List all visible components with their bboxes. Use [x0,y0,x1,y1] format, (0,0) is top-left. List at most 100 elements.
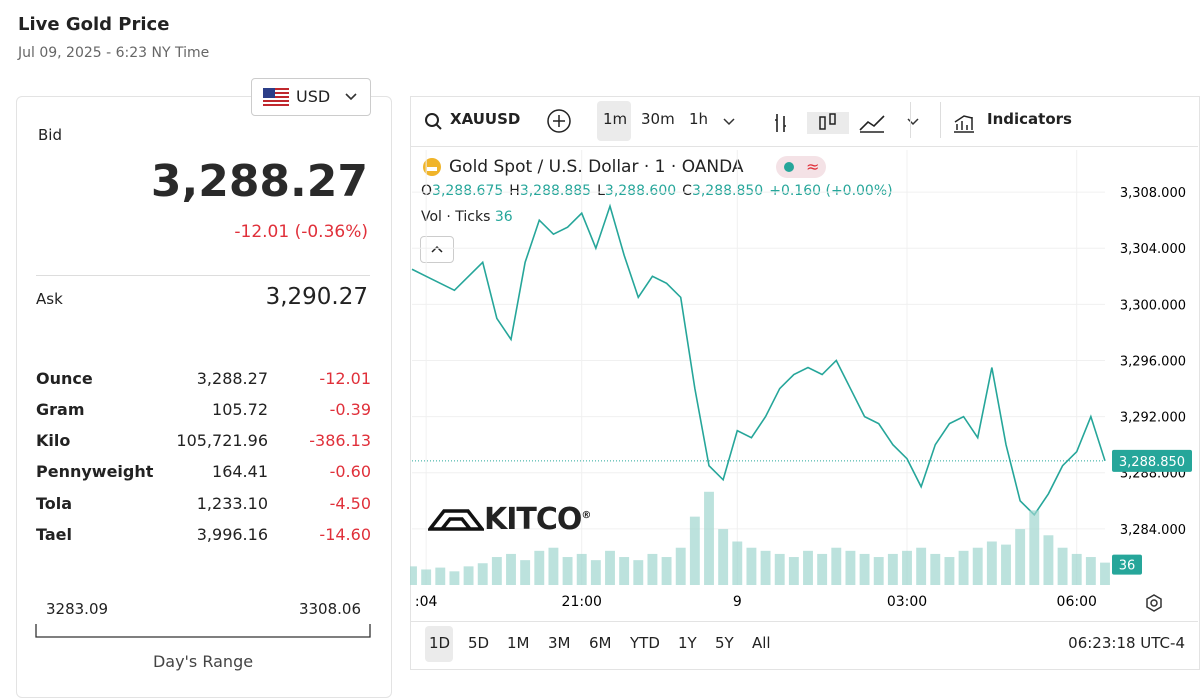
volume-bar [873,557,884,585]
volume-axis-label: 36 [1119,559,1136,574]
currency: USD [296,87,331,106]
divider [36,275,370,276]
last-price-label: 3,288.850 [1119,455,1185,470]
volume-bar [491,557,502,585]
volume-bar [449,571,460,585]
volume-bar [633,560,644,585]
y-tick-label: 3,300.000 [1120,298,1186,313]
ohlc-label: C [682,183,692,199]
volume-bar [534,550,545,585]
clock: 06:23:18 UTC-4 [1068,634,1185,652]
volume-bar [831,547,842,585]
ohlc-value: 3,288.675 [432,183,504,199]
toolbar-icons [723,112,974,134]
volume-bar [1001,544,1011,585]
volume-bar [732,541,743,585]
volume-bar [506,553,516,585]
volume-bar [421,569,432,585]
flag [263,88,289,106]
unit-price: 164.41 [212,462,268,481]
watermark: KITCO® [426,502,591,537]
currency-select[interactable]: USD [251,78,371,116]
unit-name: Gram [36,400,85,419]
volume-bar [647,553,658,585]
volume-bar [562,557,573,585]
y-tick-label: 3,296.000 [1120,354,1186,369]
subtitle: Jul 09, 2025 - 6:23 NY Time [18,45,210,61]
volume-bar [1043,535,1054,585]
indicators[interactable]: Indicators [987,110,1072,128]
volume-bar [576,553,587,585]
ohlc-value: 3,288.885 [519,183,592,199]
volume-bar [1015,529,1026,585]
volume-bar [859,553,870,585]
volume-bar [1029,510,1040,585]
x-tick-label: 9 [733,594,742,610]
volume-bar [845,550,856,585]
unit-change: -386.13 [309,431,371,450]
symbol[interactable]: XAUUSD [450,110,521,128]
volume-bar [704,491,714,585]
unit-price: 3,996.16 [196,525,268,544]
volume-bar [788,557,799,585]
ask-price: 3,290.27 [265,284,368,310]
volume-bar [410,566,417,585]
unit-change: -0.39 [329,400,371,419]
y-tick-label: 3,292.000 [1120,411,1186,426]
y-tick-label: 3,308.000 [1120,186,1186,201]
volume-value: 36 [494,209,513,225]
volume-bar [477,563,488,585]
add-symbol[interactable] [546,108,572,134]
volume-bar [774,553,785,585]
volume-bar [986,541,997,585]
active-bg [597,101,631,141]
unit-name: Pennyweight [36,462,154,481]
x-tick-label: :04 [415,594,438,610]
volume-bar [675,547,686,585]
volume-bar [803,550,813,585]
volume-bar [661,557,672,585]
interval[interactable]: 1m [603,110,628,128]
range-button[interactable]: 1D [429,634,451,652]
range-bar [35,624,371,638]
range-button[interactable]: All [752,634,771,652]
interval[interactable]: 1h [689,110,709,128]
range-button[interactable]: 5Y [715,634,734,652]
settings[interactable] [1144,593,1164,613]
range-button[interactable]: 5D [468,634,490,652]
volume-bar [1071,553,1082,585]
unit-price: 105,721.96 [176,431,268,450]
volume-bar [944,557,955,585]
bid-price: 3,288.27 [150,156,368,207]
page: Live Gold Price Jul 09, 2025 - 6:23 NY T… [16,14,1200,698]
range-button[interactable]: 6M [589,634,612,652]
volume-bar [619,557,630,585]
status: ≈ [776,156,826,178]
unit-price: 1,233.10 [196,494,268,513]
volume-bar [746,547,757,585]
volume-bar [930,553,941,585]
price-line [411,203,1106,517]
unit-name: Tola [36,494,73,513]
volume-bar [435,567,446,585]
range-button[interactable]: YTD [630,634,660,652]
volume-bar [718,529,729,585]
y-tick-label: 3,304.000 [1120,242,1186,257]
volume-box [1112,554,1142,575]
unit-change: -12.01 [319,369,371,388]
range-button[interactable]: 1M [507,634,530,652]
range-button[interactable]: 1Y [678,634,697,652]
ohlc-change: +0.160 (+0.00%) [769,183,893,199]
page-title: Live Gold Price [18,14,170,35]
volume-bar [1085,557,1096,585]
bid-label: Bid [38,126,62,144]
unit-name: Ounce [36,369,93,388]
x-tick-label: 03:00 [887,594,927,610]
interval[interactable]: 30m [641,110,675,128]
unit-change: -0.60 [329,462,371,481]
x-tick-label: 21:00 [562,594,602,610]
unit-change: -14.60 [319,525,371,544]
unit-price: 105.72 [212,400,268,419]
range-button[interactable]: 3M [548,634,571,652]
search-icon[interactable] [424,112,444,132]
